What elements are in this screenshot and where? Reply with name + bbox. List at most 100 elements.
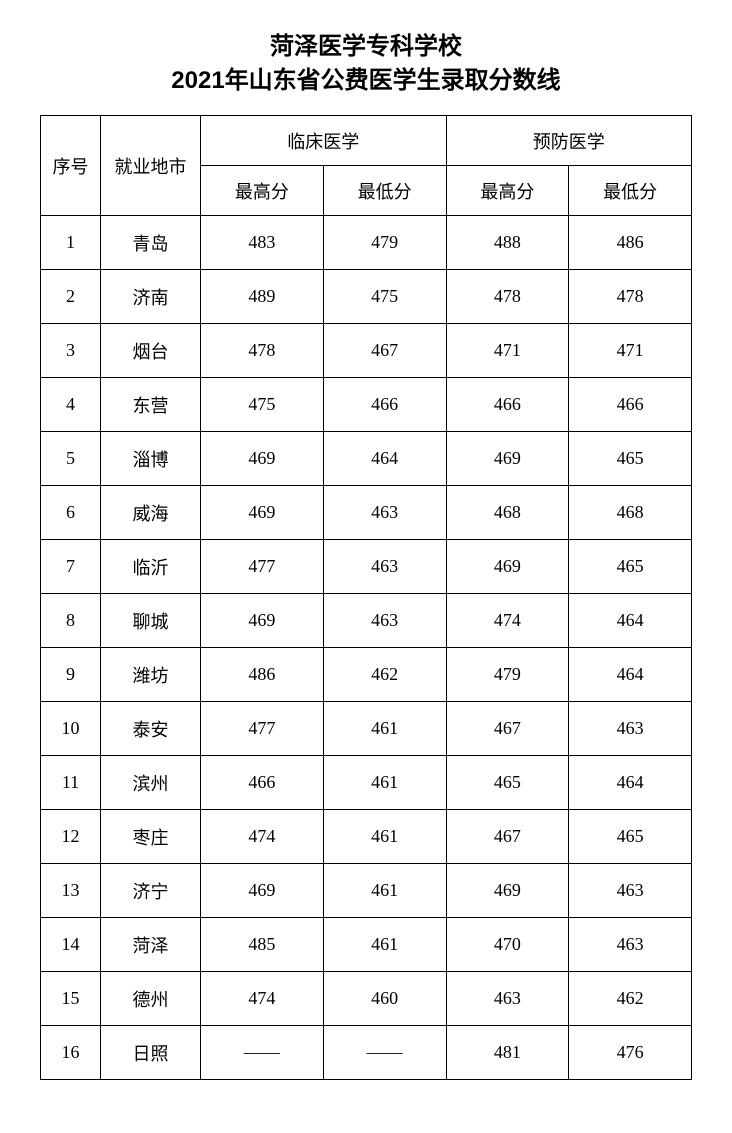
cell-g2_min: 463 (569, 918, 692, 972)
table-row: 10泰安477461467463 (41, 702, 692, 756)
cell-city: 淄博 (101, 432, 201, 486)
cell-g1_max: 486 (201, 648, 324, 702)
table-row: 5淄博469464469465 (41, 432, 692, 486)
table-row: 12枣庄474461467465 (41, 810, 692, 864)
table-row: 1青岛483479488486 (41, 216, 692, 270)
th-g2-min: 最低分 (569, 166, 692, 216)
score-table: 序号 就业地市 临床医学 预防医学 最高分 最低分 最高分 最低分 1青岛483… (40, 115, 692, 1080)
cell-city: 威海 (101, 486, 201, 540)
cell-seq: 1 (41, 216, 101, 270)
cell-g1_min: 464 (323, 432, 446, 486)
cell-g1_min: 475 (323, 270, 446, 324)
cell-g1_max: 478 (201, 324, 324, 378)
cell-g2_max: 471 (446, 324, 569, 378)
cell-g2_min: 464 (569, 594, 692, 648)
cell-city: 菏泽 (101, 918, 201, 972)
cell-g2_min: 465 (569, 810, 692, 864)
cell-city: 临沂 (101, 540, 201, 594)
cell-city: 东营 (101, 378, 201, 432)
table-row: 13济宁469461469463 (41, 864, 692, 918)
cell-g2_max: 465 (446, 756, 569, 810)
cell-city: 济南 (101, 270, 201, 324)
cell-city: 德州 (101, 972, 201, 1026)
cell-g1_max: 475 (201, 378, 324, 432)
table-row: 2济南489475478478 (41, 270, 692, 324)
table-row: 15德州474460463462 (41, 972, 692, 1026)
table-row: 4东营475466466466 (41, 378, 692, 432)
cell-g1_min: 463 (323, 594, 446, 648)
table-row: 8聊城469463474464 (41, 594, 692, 648)
cell-seq: 14 (41, 918, 101, 972)
cell-g1_min: 461 (323, 864, 446, 918)
cell-seq: 5 (41, 432, 101, 486)
th-g1-min: 最低分 (323, 166, 446, 216)
cell-g1_max: 474 (201, 972, 324, 1026)
cell-seq: 12 (41, 810, 101, 864)
cell-city: 滨州 (101, 756, 201, 810)
cell-seq: 15 (41, 972, 101, 1026)
cell-g2_max: 467 (446, 702, 569, 756)
cell-g1_max: 469 (201, 594, 324, 648)
cell-g2_min: 466 (569, 378, 692, 432)
cell-g2_max: 469 (446, 540, 569, 594)
cell-g1_max: 483 (201, 216, 324, 270)
cell-g2_max: 466 (446, 378, 569, 432)
table-row: 14菏泽485461470463 (41, 918, 692, 972)
cell-g1_min: 461 (323, 810, 446, 864)
cell-g2_max: 488 (446, 216, 569, 270)
cell-g1_max: 469 (201, 486, 324, 540)
th-g2-max: 最高分 (446, 166, 569, 216)
title-line-2: 2021年山东省公费医学生录取分数线 (171, 67, 560, 94)
cell-g2_max: 479 (446, 648, 569, 702)
cell-g1_min: 462 (323, 648, 446, 702)
cell-g1_max: 489 (201, 270, 324, 324)
cell-g1_min: 479 (323, 216, 446, 270)
th-seq: 序号 (41, 116, 101, 216)
th-group1: 临床医学 (201, 116, 447, 166)
cell-g1_max: 469 (201, 864, 324, 918)
cell-seq: 3 (41, 324, 101, 378)
cell-g2_min: 465 (569, 540, 692, 594)
cell-seq: 10 (41, 702, 101, 756)
cell-g1_min: 460 (323, 972, 446, 1026)
cell-city: 聊城 (101, 594, 201, 648)
cell-city: 泰安 (101, 702, 201, 756)
cell-g2_min: 471 (569, 324, 692, 378)
cell-g2_min: 464 (569, 648, 692, 702)
th-city: 就业地市 (101, 116, 201, 216)
th-g1-max: 最高分 (201, 166, 324, 216)
cell-g2_min: 478 (569, 270, 692, 324)
cell-g2_max: 481 (446, 1026, 569, 1080)
cell-g1_min: 466 (323, 378, 446, 432)
cell-g2_max: 468 (446, 486, 569, 540)
cell-seq: 16 (41, 1026, 101, 1080)
cell-g1_max: 469 (201, 432, 324, 486)
cell-g2_max: 474 (446, 594, 569, 648)
cell-g2_max: 478 (446, 270, 569, 324)
cell-city: 潍坊 (101, 648, 201, 702)
cell-g1_max: 485 (201, 918, 324, 972)
title-line-1: 菏泽医学专科学校 (270, 33, 462, 60)
cell-city: 青岛 (101, 216, 201, 270)
table-row: 16日照————481476 (41, 1026, 692, 1080)
cell-g2_max: 463 (446, 972, 569, 1026)
cell-g1_min: 463 (323, 486, 446, 540)
cell-g2_min: 462 (569, 972, 692, 1026)
cell-g2_min: 463 (569, 864, 692, 918)
cell-g2_min: 486 (569, 216, 692, 270)
table-row: 9潍坊486462479464 (41, 648, 692, 702)
cell-g2_max: 470 (446, 918, 569, 972)
cell-g1_min: —— (323, 1026, 446, 1080)
cell-seq: 8 (41, 594, 101, 648)
table-row: 7临沂477463469465 (41, 540, 692, 594)
cell-city: 烟台 (101, 324, 201, 378)
cell-seq: 6 (41, 486, 101, 540)
cell-g2_max: 469 (446, 432, 569, 486)
cell-g2_max: 467 (446, 810, 569, 864)
cell-g1_min: 461 (323, 918, 446, 972)
cell-g1_min: 467 (323, 324, 446, 378)
cell-g2_min: 468 (569, 486, 692, 540)
cell-g1_max: 466 (201, 756, 324, 810)
table-row: 11滨州466461465464 (41, 756, 692, 810)
cell-seq: 13 (41, 864, 101, 918)
